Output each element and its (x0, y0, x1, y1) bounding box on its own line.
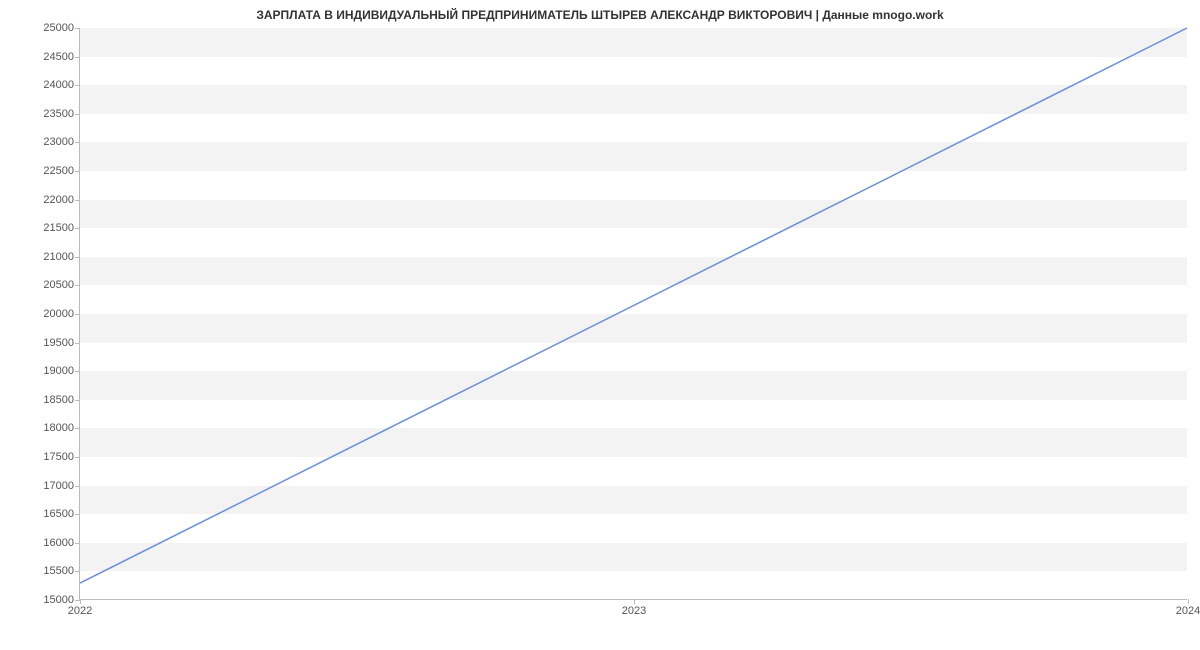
y-tick-label: 17000 (43, 480, 74, 492)
plot-area: 1500015500160001650017000175001800018500… (79, 28, 1187, 600)
y-tick-mark (75, 514, 80, 515)
y-tick-mark (75, 114, 80, 115)
y-tick-mark (75, 200, 80, 201)
x-tick-mark (634, 599, 635, 604)
y-tick-mark (75, 142, 80, 143)
series-line (80, 28, 1187, 583)
y-tick-label: 20500 (43, 279, 74, 291)
y-tick-label: 24000 (43, 79, 74, 91)
y-tick-mark (75, 428, 80, 429)
y-tick-mark (75, 228, 80, 229)
y-tick-label: 19000 (43, 365, 74, 377)
y-tick-label: 15500 (43, 565, 74, 577)
y-tick-label: 16000 (43, 537, 74, 549)
y-tick-label: 22500 (43, 165, 74, 177)
y-tick-mark (75, 85, 80, 86)
y-tick-label: 18000 (43, 422, 74, 434)
y-tick-label: 25000 (43, 22, 74, 34)
y-tick-label: 20000 (43, 308, 74, 320)
x-tick-mark (80, 599, 81, 604)
y-tick-mark (75, 457, 80, 458)
line-series-svg (80, 28, 1187, 599)
y-tick-label: 23000 (43, 136, 74, 148)
y-tick-label: 16500 (43, 508, 74, 520)
y-tick-label: 23500 (43, 108, 74, 120)
y-tick-mark (75, 486, 80, 487)
y-tick-mark (75, 543, 80, 544)
y-tick-mark (75, 171, 80, 172)
y-tick-mark (75, 57, 80, 58)
x-tick-label: 2024 (1176, 605, 1200, 617)
x-tick-label: 2023 (622, 605, 646, 617)
y-tick-label: 21000 (43, 251, 74, 263)
y-tick-label: 17500 (43, 451, 74, 463)
y-tick-label: 22000 (43, 194, 74, 206)
y-tick-mark (75, 257, 80, 258)
y-tick-mark (75, 571, 80, 572)
y-tick-label: 19500 (43, 337, 74, 349)
x-tick-mark (1188, 599, 1189, 604)
y-tick-label: 24500 (43, 51, 74, 63)
x-tick-label: 2022 (68, 605, 92, 617)
y-tick-mark (75, 343, 80, 344)
y-tick-mark (75, 28, 80, 29)
y-tick-mark (75, 371, 80, 372)
y-tick-mark (75, 400, 80, 401)
y-tick-label: 18500 (43, 394, 74, 406)
y-tick-mark (75, 314, 80, 315)
y-tick-label: 21500 (43, 222, 74, 234)
chart-title: ЗАРПЛАТА В ИНДИВИДУАЛЬНЫЙ ПРЕДПРИНИМАТЕЛ… (0, 8, 1200, 22)
y-tick-mark (75, 285, 80, 286)
